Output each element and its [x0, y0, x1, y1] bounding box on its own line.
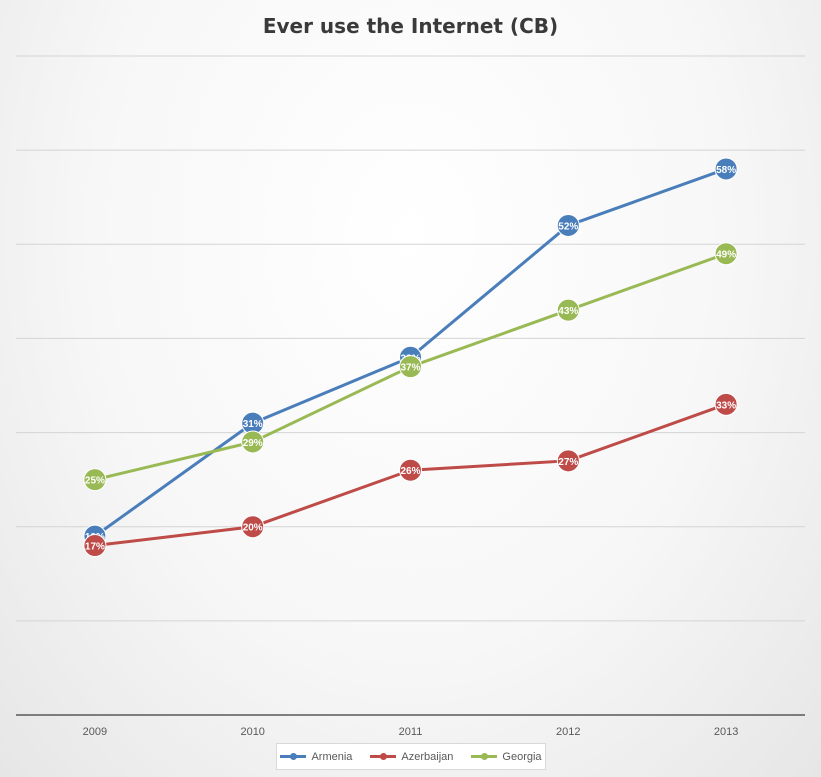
- data-point: [556, 213, 580, 237]
- legend-marker: [481, 753, 489, 760]
- legend-label: Armenia: [311, 750, 353, 763]
- x-tick-label: 2011: [399, 726, 423, 738]
- data-label: 20%: [243, 523, 263, 534]
- data-point: [399, 458, 422, 482]
- data-point: [556, 298, 580, 322]
- legend-swatch: [370, 753, 397, 760]
- chart-title: Ever use the Internet (CB): [262, 14, 559, 38]
- legend-item: Armenia: [280, 751, 352, 763]
- data-label: 43%: [558, 306, 578, 317]
- legend-swatch: [471, 753, 498, 760]
- legend-item: Azerbaijan: [370, 751, 453, 763]
- x-tick-label: 2013: [714, 726, 738, 738]
- data-label: 27%: [558, 457, 578, 468]
- data-point: [714, 157, 738, 181]
- data-label: 58%: [716, 165, 736, 176]
- data-label: 31%: [243, 419, 263, 430]
- data-point: [714, 392, 738, 416]
- data-label: 29%: [243, 438, 263, 449]
- x-tick-label: 2010: [240, 726, 264, 738]
- data-label: 49%: [716, 250, 736, 261]
- legend-label: Georgia: [502, 750, 542, 763]
- data-point: [556, 449, 580, 473]
- legend-label: Azerbaijan: [401, 750, 454, 763]
- chart-legend: Armenia Azerbaijan Georgia: [276, 743, 546, 770]
- data-point: [83, 468, 107, 492]
- data-point: [714, 242, 738, 266]
- data-label: 26%: [400, 466, 420, 477]
- data-label: 33%: [716, 400, 736, 411]
- legend-item: Georgia: [471, 750, 542, 763]
- legend-marker: [380, 753, 388, 760]
- data-point: [241, 430, 265, 454]
- legend-swatch: [280, 753, 307, 760]
- data-label: 37%: [400, 363, 420, 374]
- data-point: [83, 534, 107, 558]
- data-label: 52%: [558, 221, 578, 232]
- data-label: 17%: [85, 542, 105, 553]
- data-point: [399, 355, 422, 379]
- legend-marker: [290, 753, 298, 760]
- data-label: 25%: [85, 476, 105, 487]
- x-tick-label: 2009: [83, 726, 107, 738]
- data-point: [241, 515, 265, 539]
- x-tick-label: 2012: [556, 726, 580, 738]
